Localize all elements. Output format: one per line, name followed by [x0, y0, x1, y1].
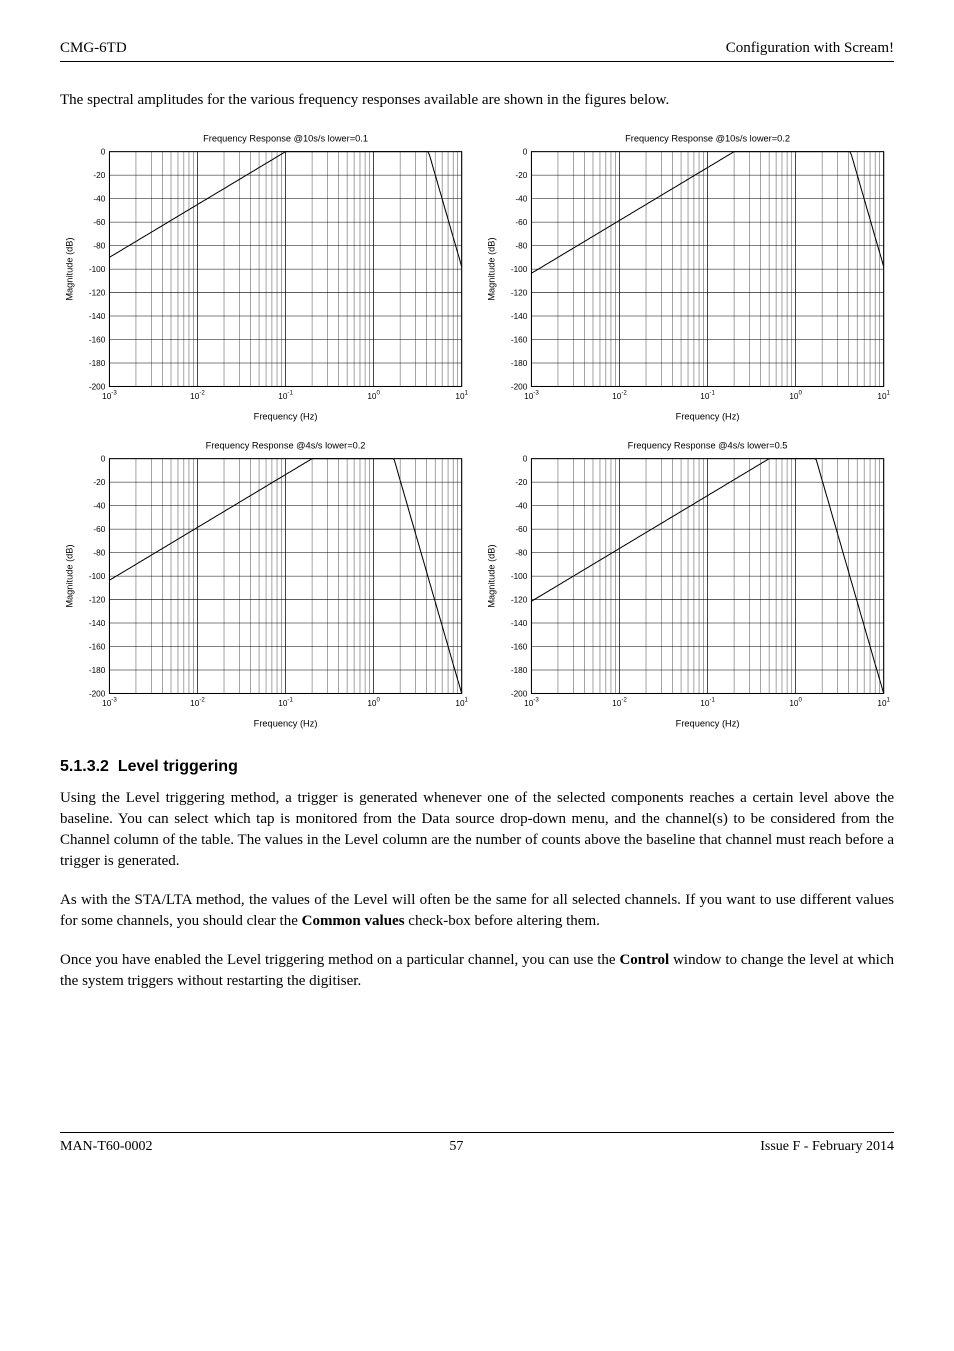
svg-text:101: 101 — [455, 390, 468, 401]
svg-text:-60: -60 — [515, 218, 527, 227]
svg-text:-140: -140 — [511, 312, 528, 321]
svg-text:100: 100 — [367, 696, 380, 707]
svg-text:-100: -100 — [89, 265, 106, 274]
svg-text:0: 0 — [101, 148, 106, 157]
svg-text:10-2: 10-2 — [612, 390, 627, 401]
chart-2: -200-180-160-140-120-100-80-60-40-20010-… — [60, 436, 472, 735]
svg-text:-20: -20 — [93, 171, 105, 180]
svg-text:-200: -200 — [511, 383, 528, 392]
svg-text:-200: -200 — [511, 689, 528, 698]
svg-text:-60: -60 — [93, 525, 105, 534]
svg-text:10-3: 10-3 — [524, 390, 539, 401]
svg-text:-40: -40 — [93, 195, 105, 204]
svg-text:Frequency (Hz): Frequency (Hz) — [254, 718, 318, 728]
svg-text:-40: -40 — [515, 501, 527, 510]
header-rule — [60, 61, 894, 62]
svg-text:101: 101 — [455, 696, 468, 707]
paragraph-3: Once you have enabled the Level triggeri… — [60, 950, 894, 992]
svg-text:-80: -80 — [515, 242, 527, 251]
svg-text:10-2: 10-2 — [190, 696, 205, 707]
svg-text:101: 101 — [877, 696, 890, 707]
paragraph-1: Using the Level triggering method, a tri… — [60, 788, 894, 872]
svg-text:10-2: 10-2 — [612, 696, 627, 707]
svg-text:-20: -20 — [93, 478, 105, 487]
svg-text:-160: -160 — [89, 336, 106, 345]
svg-text:10-1: 10-1 — [700, 696, 715, 707]
svg-text:-100: -100 — [511, 572, 528, 581]
svg-text:101: 101 — [877, 390, 890, 401]
svg-text:100: 100 — [367, 390, 380, 401]
svg-text:-120: -120 — [89, 595, 106, 604]
svg-text:-180: -180 — [89, 359, 106, 368]
header-left: CMG-6TD — [60, 40, 127, 57]
svg-text:-20: -20 — [515, 171, 527, 180]
paragraph-2: As with the STA/LTA method, the values o… — [60, 890, 894, 932]
svg-text:-80: -80 — [93, 242, 105, 251]
section-title: Level triggering — [118, 758, 238, 775]
svg-text:-160: -160 — [511, 336, 528, 345]
svg-text:0: 0 — [101, 454, 106, 463]
section-number: 5.1.3.2 — [60, 758, 109, 775]
header-right: Configuration with Scream! — [726, 40, 894, 57]
svg-text:-180: -180 — [511, 359, 528, 368]
svg-text:-80: -80 — [515, 548, 527, 557]
svg-text:Magnitude (dB): Magnitude (dB) — [64, 544, 74, 607]
svg-text:-60: -60 — [93, 218, 105, 227]
svg-text:10-3: 10-3 — [102, 390, 117, 401]
svg-text:Frequency (Hz): Frequency (Hz) — [676, 411, 740, 421]
svg-text:10-2: 10-2 — [190, 390, 205, 401]
chart-1: -200-180-160-140-120-100-80-60-40-20010-… — [482, 129, 894, 428]
svg-text:-120: -120 — [89, 289, 106, 298]
svg-text:10-1: 10-1 — [278, 390, 293, 401]
chart-0: -200-180-160-140-120-100-80-60-40-20010-… — [60, 129, 472, 428]
svg-text:Frequency Response @4s/s lower: Frequency Response @4s/s lower=0.2 — [206, 440, 366, 450]
svg-text:Magnitude (dB): Magnitude (dB) — [486, 544, 496, 607]
svg-text:Frequency (Hz): Frequency (Hz) — [676, 718, 740, 728]
svg-text:Magnitude (dB): Magnitude (dB) — [64, 237, 74, 300]
svg-text:-40: -40 — [515, 195, 527, 204]
charts-grid: -200-180-160-140-120-100-80-60-40-20010-… — [60, 129, 894, 734]
svg-text:-120: -120 — [511, 595, 528, 604]
svg-text:0: 0 — [523, 148, 528, 157]
svg-text:10-1: 10-1 — [278, 696, 293, 707]
footer-rule — [60, 1132, 894, 1133]
svg-text:0: 0 — [523, 454, 528, 463]
svg-text:10-3: 10-3 — [102, 696, 117, 707]
footer-center: 57 — [449, 1139, 463, 1155]
svg-text:-60: -60 — [515, 525, 527, 534]
svg-text:Frequency Response @10s/s lowe: Frequency Response @10s/s lower=0.1 — [203, 133, 368, 143]
footer-left: MAN-T60-0002 — [60, 1139, 153, 1155]
footer-right: Issue F - February 2014 — [760, 1139, 894, 1155]
svg-text:Frequency Response @10s/s lowe: Frequency Response @10s/s lower=0.2 — [625, 133, 790, 143]
svg-text:Magnitude (dB): Magnitude (dB) — [486, 237, 496, 300]
svg-text:-80: -80 — [93, 548, 105, 557]
svg-text:-160: -160 — [89, 642, 106, 651]
section-heading: 5.1.3.2 Level triggering — [60, 758, 894, 776]
svg-text:-120: -120 — [511, 289, 528, 298]
svg-text:-100: -100 — [89, 572, 106, 581]
svg-text:Frequency (Hz): Frequency (Hz) — [254, 411, 318, 421]
svg-text:10-1: 10-1 — [700, 390, 715, 401]
svg-text:10-3: 10-3 — [524, 696, 539, 707]
svg-text:-180: -180 — [89, 666, 106, 675]
svg-text:-100: -100 — [511, 265, 528, 274]
svg-text:-200: -200 — [89, 383, 106, 392]
intro-paragraph: The spectral amplitudes for the various … — [60, 90, 894, 111]
svg-text:-140: -140 — [89, 619, 106, 628]
svg-text:Frequency Response @4s/s lower: Frequency Response @4s/s lower=0.5 — [628, 440, 788, 450]
svg-text:-200: -200 — [89, 689, 106, 698]
chart-3: -200-180-160-140-120-100-80-60-40-20010-… — [482, 436, 894, 735]
svg-text:-20: -20 — [515, 478, 527, 487]
svg-text:-160: -160 — [511, 642, 528, 651]
svg-text:-140: -140 — [511, 619, 528, 628]
svg-text:100: 100 — [789, 696, 802, 707]
svg-text:100: 100 — [789, 390, 802, 401]
svg-text:-180: -180 — [511, 666, 528, 675]
svg-text:-40: -40 — [93, 501, 105, 510]
svg-text:-140: -140 — [89, 312, 106, 321]
